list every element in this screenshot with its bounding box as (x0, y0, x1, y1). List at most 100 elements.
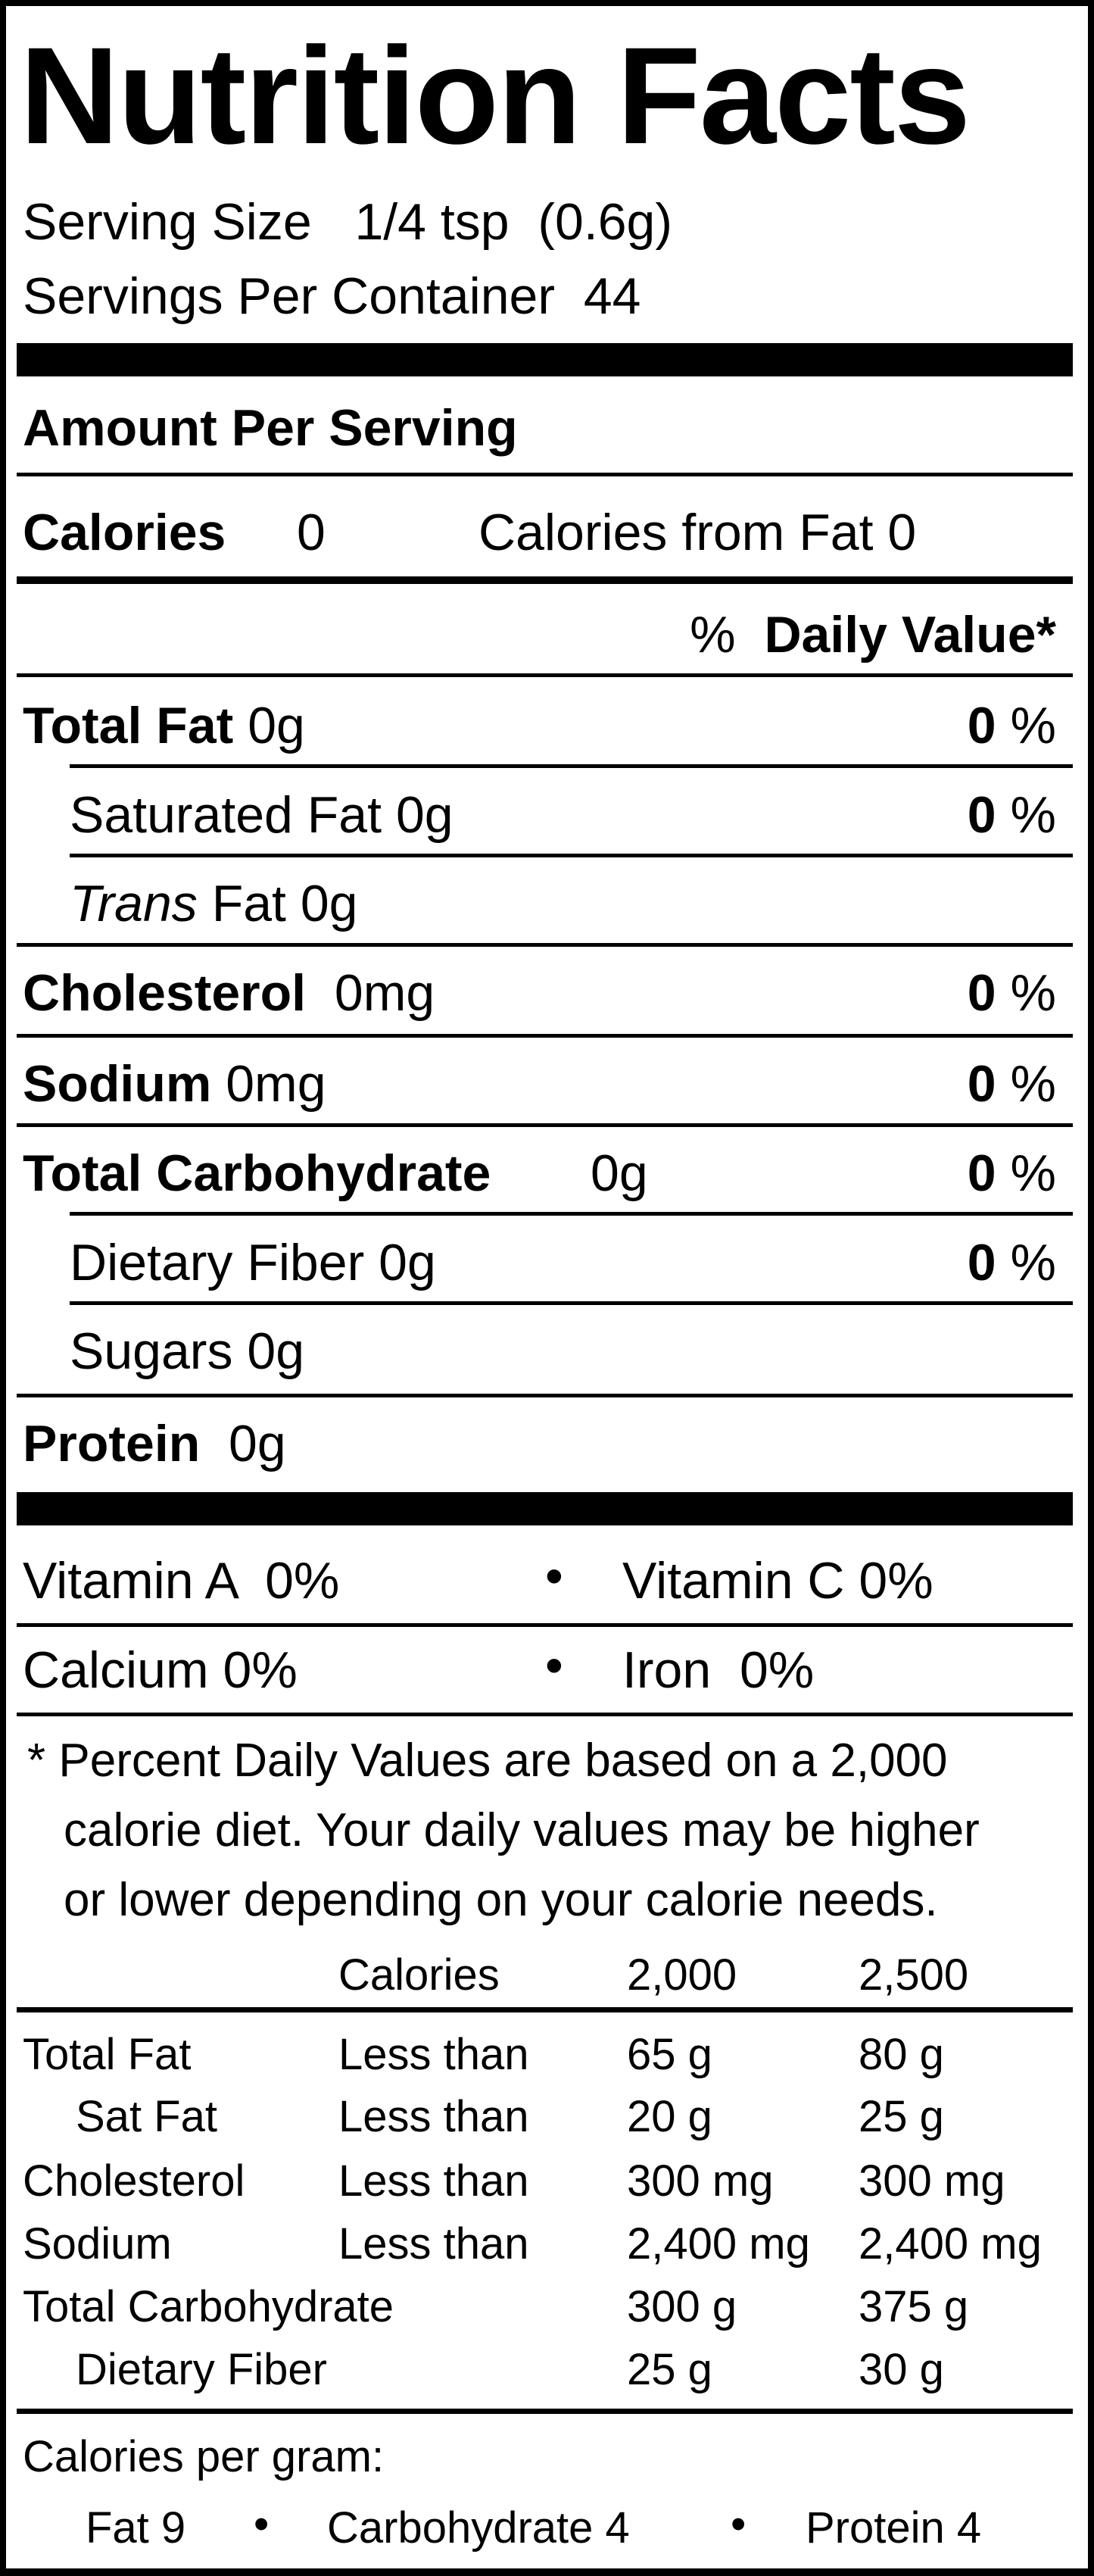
indented-divider (70, 854, 1073, 857)
divider (17, 2409, 1073, 2414)
calories-per-gram-label: Calories per gram: (23, 2432, 385, 2481)
indented-divider (70, 1301, 1073, 1305)
ref-row-label: Dietary Fiber (76, 2345, 327, 2394)
divider (17, 673, 1073, 677)
serving-size: Serving Size 1/4 tsp (0.6g) (23, 192, 672, 251)
nutrient-amount: 0g (379, 1234, 436, 1291)
servings-per-container: Servings Per Container 44 (23, 267, 641, 326)
dv-value: 0 (967, 1055, 996, 1113)
ref-row-2500: 25 g (859, 2092, 944, 2141)
dv-percent: % (1010, 697, 1056, 754)
nutrient-label-italic: Trans (70, 875, 198, 932)
divider (17, 1713, 1073, 1716)
indented-divider (70, 1212, 1073, 1216)
divider (17, 1034, 1073, 1038)
nutrient-total-carbohydrate-label: Total Carbohydrate (23, 1144, 491, 1202)
calories-from-fat-label: Calories from Fat (478, 504, 874, 561)
ref-row-label: Sat Fat (76, 2092, 217, 2141)
amount-per-serving: Amount Per Serving (23, 399, 518, 457)
calories-per-gram-fat: Fat 9 (86, 2503, 186, 2553)
nutrient-amount: 0g (229, 1415, 286, 1472)
serving-size-value: 1/4 tsp (0.6g) (354, 193, 672, 251)
footnote-line: * Percent Daily Values are based on a 2,… (27, 1735, 948, 1787)
ref-row-2000: 2,400 mg (627, 2219, 810, 2268)
nutrient-dietary-fiber: Dietary Fiber 0g (70, 1233, 436, 1292)
dv-percent: % (1010, 786, 1056, 844)
nutrient-total-carbohydrate-amount: 0g (591, 1144, 648, 1202)
serving-size-label: Serving Size (23, 193, 312, 251)
footnote-line: calorie diet. Your daily values may be h… (64, 1804, 980, 1856)
indented-divider (70, 764, 1073, 768)
vitamin-value: 0% (223, 1641, 298, 1699)
ref-header-2000: 2,000 (627, 1950, 737, 2000)
ref-row-2500: 300 mg (859, 2156, 1005, 2206)
nutrient-amount: 0g (300, 875, 358, 932)
ref-row-2000: 300 mg (627, 2156, 774, 2206)
nutrient-total-fat: Total Fat 0g (23, 696, 305, 755)
nutrient-amount: 0mg (334, 964, 435, 1022)
bullet: • (731, 2500, 746, 2549)
bullet: • (545, 1547, 563, 1605)
nutrient-label: Sodium (23, 1055, 212, 1113)
thick-divider (17, 1492, 1073, 1525)
daily-value-label: Daily Value* (764, 606, 1056, 664)
ref-row-qualifier: Less than (338, 2030, 529, 2079)
calories-value: 0 (297, 504, 326, 561)
divider (17, 1394, 1073, 1397)
dv-percent: % (1010, 964, 1056, 1022)
nutrient-amount: 0g (395, 786, 453, 844)
vitamin-a: Vitamin A 0% (23, 1551, 339, 1610)
nutrient-amount: 0mg (226, 1055, 326, 1113)
calories-per-gram-protein: Protein 4 (806, 2503, 982, 2553)
dv-value: 0 (967, 1144, 996, 1202)
servings-per-container-value: 44 (583, 267, 641, 325)
nutrient-label: Protein (23, 1415, 201, 1472)
iron: Iron 0% (622, 1641, 814, 1700)
daily-value: 0 % (968, 1233, 1056, 1292)
ref-row-2500: 30 g (859, 2345, 944, 2394)
vitamin-c: Vitamin C 0% (622, 1551, 933, 1610)
thick-divider (17, 343, 1073, 376)
nutrient-label: Cholesterol (23, 964, 307, 1022)
ref-row-2000: 300 g (627, 2282, 737, 2331)
nutrient-label: Fat (211, 875, 286, 932)
ref-row-2000: 25 g (627, 2345, 712, 2394)
bullet: • (545, 1637, 563, 1694)
divider (17, 2007, 1073, 2012)
nutrient-sodium: Sodium 0mg (23, 1054, 326, 1113)
ref-header-2500: 2,500 (859, 1950, 969, 2000)
dv-value: 0 (967, 786, 996, 844)
vitamin-label: Calcium (23, 1641, 209, 1699)
calories-from-fat: Calories from Fat 0 (478, 503, 916, 562)
vitamin-label: Vitamin A (23, 1552, 237, 1610)
ref-row-2500: 2,400 mg (859, 2219, 1042, 2268)
vitamin-label: Iron (622, 1641, 712, 1699)
nutrient-amount: 0g (248, 697, 305, 754)
divider (17, 473, 1073, 476)
servings-per-container-label: Servings Per Container (23, 267, 556, 325)
nutrient-amount: 0g (247, 1322, 305, 1380)
ref-row-label: Sodium (23, 2219, 172, 2268)
nutrient-label: Total Fat (23, 697, 234, 754)
daily-value: 0 % (968, 785, 1056, 845)
daily-value: 0 % (968, 1144, 1056, 1203)
vitamin-value: 0% (859, 1552, 933, 1610)
label-title: Nutrition Facts (20, 18, 971, 173)
daily-value: 0 % (968, 696, 1056, 755)
divider (17, 943, 1073, 947)
daily-value: 0 % (968, 963, 1056, 1023)
calories-from-fat-value: 0 (887, 504, 917, 561)
divider (17, 1123, 1073, 1127)
dv-value: 0 (967, 964, 996, 1022)
divider (17, 1623, 1073, 1627)
ref-row-2000: 65 g (627, 2030, 712, 2079)
ref-row-qualifier: Less than (338, 2219, 529, 2268)
daily-value-header: % Daily Value* (690, 605, 1056, 664)
ref-row-2500: 375 g (859, 2282, 969, 2331)
daily-value: 0 % (968, 1054, 1056, 1113)
medium-divider (17, 576, 1073, 584)
ref-row-qualifier: Less than (338, 2156, 529, 2206)
nutrient-label: Saturated Fat (70, 786, 382, 844)
calcium: Calcium 0% (23, 1641, 298, 1700)
